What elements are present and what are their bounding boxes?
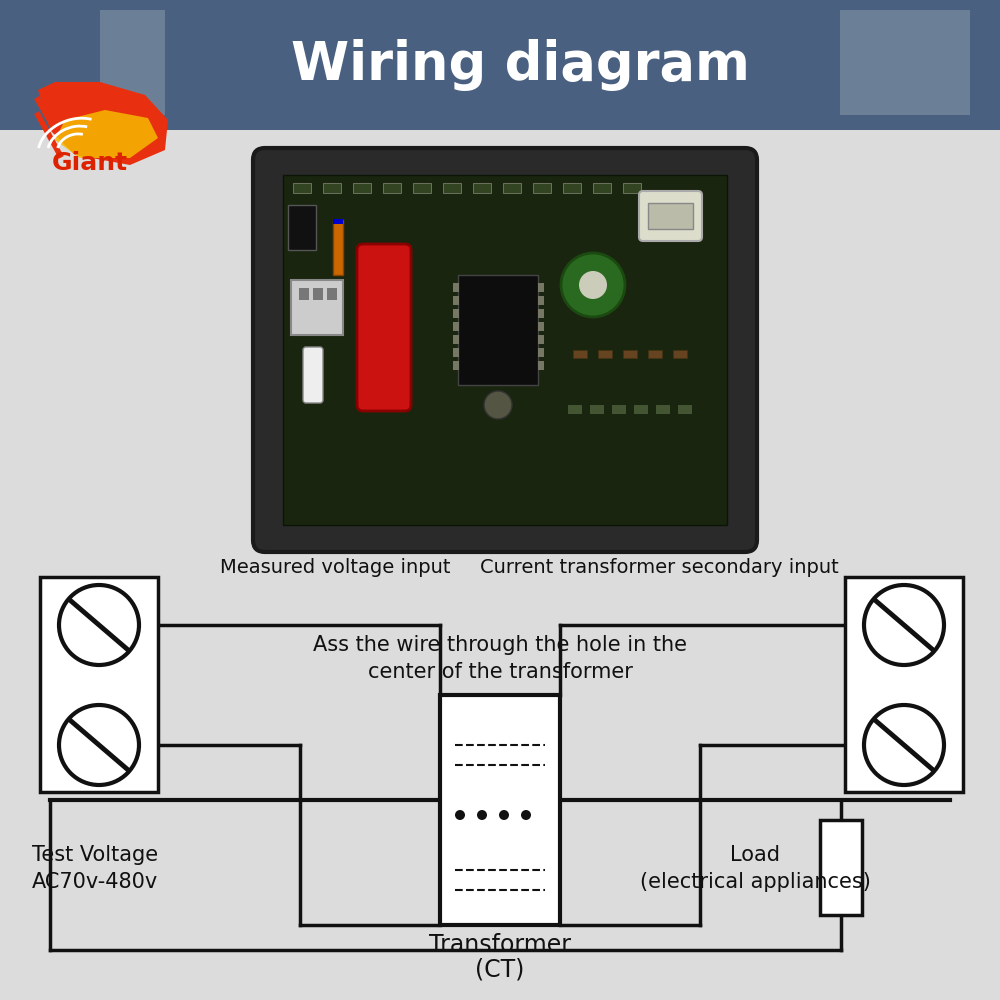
Circle shape — [455, 810, 465, 820]
Bar — [820, 820, 862, 915]
FancyBboxPatch shape — [639, 191, 702, 241]
Circle shape — [521, 810, 531, 820]
Bar — [840, 10, 970, 115]
Bar — [473, 183, 491, 193]
Bar — [383, 183, 401, 193]
Bar — [333, 220, 343, 275]
Bar — [634, 405, 648, 414]
Bar — [443, 183, 461, 193]
Text: Measured voltage input: Measured voltage input — [220, 558, 450, 577]
Bar — [40, 577, 158, 792]
Bar — [623, 183, 641, 193]
Bar — [538, 361, 544, 370]
Bar — [353, 183, 371, 193]
Bar — [673, 350, 687, 358]
Polygon shape — [55, 110, 158, 158]
Bar — [568, 405, 582, 414]
Circle shape — [59, 705, 139, 785]
Circle shape — [484, 391, 512, 419]
Bar — [538, 322, 544, 331]
Bar — [100, 10, 165, 115]
Bar — [323, 183, 341, 193]
Bar — [458, 275, 538, 385]
Bar — [0, 0, 1000, 130]
Bar — [293, 183, 311, 193]
FancyBboxPatch shape — [357, 244, 411, 411]
Bar — [612, 405, 626, 414]
Bar — [538, 296, 544, 305]
Bar — [0, 130, 1000, 1000]
Circle shape — [477, 810, 487, 820]
Text: Load: Load — [730, 845, 780, 865]
FancyBboxPatch shape — [253, 148, 757, 552]
Bar — [299, 288, 309, 300]
Bar — [453, 283, 459, 292]
Text: Current transformer secondary input: Current transformer secondary input — [480, 558, 839, 577]
Text: (electrical appliances): (electrical appliances) — [640, 872, 870, 892]
Bar — [648, 203, 693, 229]
Bar — [538, 335, 544, 344]
Bar — [656, 405, 670, 414]
Bar — [598, 350, 612, 358]
Bar — [288, 205, 316, 250]
Circle shape — [59, 585, 139, 665]
Circle shape — [579, 271, 607, 299]
Bar — [533, 183, 551, 193]
Text: Giant: Giant — [52, 151, 128, 175]
Text: Transformer: Transformer — [429, 933, 571, 957]
Circle shape — [561, 253, 625, 317]
Bar — [538, 348, 544, 357]
Bar — [573, 350, 587, 358]
Bar — [503, 183, 521, 193]
Circle shape — [864, 705, 944, 785]
Bar — [440, 695, 560, 925]
Bar — [291, 280, 343, 335]
Bar — [538, 283, 544, 292]
Bar — [327, 288, 337, 300]
Polygon shape — [38, 82, 168, 165]
Bar — [538, 309, 544, 318]
Text: Wiring diagram: Wiring diagram — [291, 39, 749, 91]
FancyBboxPatch shape — [303, 347, 323, 403]
Text: (CT): (CT) — [475, 958, 525, 982]
Bar — [590, 405, 604, 414]
Bar — [593, 183, 611, 193]
Bar — [453, 322, 459, 331]
Circle shape — [499, 810, 509, 820]
Bar — [648, 350, 662, 358]
Text: Giant: Giant — [332, 466, 668, 574]
Bar — [283, 175, 727, 525]
Bar — [453, 361, 459, 370]
Bar — [313, 288, 323, 300]
Text: center of the transformer: center of the transformer — [368, 662, 632, 682]
Bar — [845, 577, 963, 792]
Bar — [453, 348, 459, 357]
Bar — [623, 350, 637, 358]
Text: Test Voltage: Test Voltage — [32, 845, 158, 865]
Bar — [453, 335, 459, 344]
Text: AC70v-480v: AC70v-480v — [32, 872, 158, 892]
Text: Ass the wire through the hole in the: Ass the wire through the hole in the — [313, 635, 687, 655]
Bar — [413, 183, 431, 193]
Bar — [563, 183, 581, 193]
Bar — [333, 219, 343, 224]
Bar — [453, 296, 459, 305]
Bar — [678, 405, 692, 414]
Circle shape — [864, 585, 944, 665]
Bar — [453, 309, 459, 318]
